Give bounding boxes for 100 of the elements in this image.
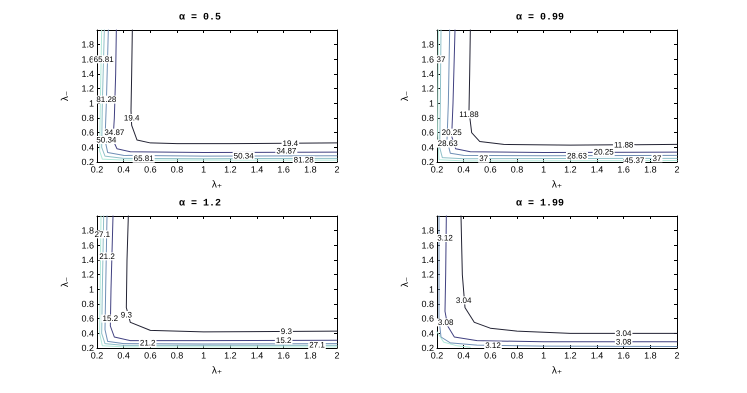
annotation: 37 [479, 154, 489, 164]
annotation: 15.2 [102, 314, 119, 324]
x-tick-label: 0.4 [117, 350, 130, 360]
x-axis-title: λ₊ [212, 366, 222, 376]
y-tick-label: 0.6 [81, 314, 94, 324]
annotation: 3.08 [616, 337, 632, 346]
x-tick-label: 0.6 [484, 164, 497, 174]
annotation: 50.34 [234, 151, 254, 160]
annotation: 21.2 [99, 252, 116, 261]
y-tick-label: 0.8 [81, 113, 94, 123]
annotation: 3.12 [437, 234, 454, 242]
y-tick-label: 1.4 [81, 255, 94, 265]
y-tick-label: 1.4 [421, 69, 434, 79]
x-tick-label: 1 [541, 164, 546, 174]
x-axis-title: λ₊ [552, 180, 562, 190]
y-tick-label: 0.4 [81, 142, 94, 152]
y-axis-title: λ₋ [60, 90, 72, 102]
y-tick-label: 1.8 [81, 226, 94, 236]
y-tick-label: 1.2 [421, 84, 434, 94]
x-tick-label: 1.8 [644, 350, 657, 360]
x-tick-label: 1.2 [224, 350, 237, 360]
y-tick-label: 1 [88, 98, 94, 108]
y-axis-title: λ₋ [400, 90, 412, 102]
x-axis-title: λ₊ [212, 180, 222, 190]
y-tick-label: 1.8 [421, 226, 434, 236]
y-tick-label: 0.2 [81, 157, 94, 167]
y-tick-label: 0.8 [421, 299, 434, 309]
annotation: 9.3 [280, 327, 292, 336]
annotation: 9.3 [120, 310, 132, 320]
y-tick-label: 0.4 [421, 142, 434, 152]
x-tick-label: 1.2 [224, 164, 237, 174]
annotation: 65.81 [94, 54, 114, 64]
y-tick-label: 1.2 [81, 270, 94, 280]
y-axis-title: λ₋ [60, 276, 72, 288]
x-tick-label: 0.4 [457, 350, 470, 360]
y-tick-label: 1.2 [81, 84, 94, 94]
x-tick-label: 2 [334, 350, 340, 360]
x-tick-label: 1 [201, 164, 206, 174]
x-tick-label: 1.4 [250, 350, 264, 360]
x-tick-label: 1.4 [590, 164, 604, 174]
annotation: 19.4 [124, 114, 140, 122]
y-tick-label: 1.6 [421, 240, 434, 250]
x-tick-label: 1.8 [304, 350, 317, 360]
x-tick-label: 1.8 [644, 164, 657, 174]
x-tick-label: 0.8 [170, 164, 184, 174]
annotation: 3.08 [438, 318, 454, 327]
annotation: 3.04 [616, 328, 632, 338]
x-tick-label: 1.6 [617, 164, 630, 174]
x-tick-label: 0.4 [457, 164, 470, 174]
annotation: 3.04 [456, 296, 472, 305]
x-tick-label: 0.6 [144, 164, 157, 174]
y-tick-label: 0.6 [421, 314, 434, 324]
y-tick-label: 0.2 [421, 157, 434, 167]
annotation: 20.25 [594, 148, 614, 157]
annotation: 28.63 [566, 151, 588, 160]
y-tick-label: 1.6 [81, 240, 94, 250]
annotation: 81.28 [294, 156, 314, 165]
annotation: 11.88 [614, 140, 634, 150]
annotation: 34.87 [104, 128, 125, 138]
y-tick-label: 0.2 [421, 343, 434, 353]
y-tick-label: 1.8 [421, 40, 434, 50]
y-tick-label: 0.6 [421, 128, 434, 138]
chart-title: α = 1.99 [516, 198, 564, 210]
chart-title: α = 0.5 [178, 12, 222, 24]
annotation: 11.88 [459, 110, 480, 119]
y-tick-label: 1 [428, 98, 434, 108]
x-tick-label: 0.8 [510, 164, 524, 174]
x-tick-label: 1.4 [590, 350, 604, 360]
x-tick-label: 1 [541, 350, 546, 360]
x-tick-label: 0.8 [510, 350, 524, 360]
annotation: 3.12 [485, 340, 502, 350]
y-tick-label: 1 [88, 284, 94, 294]
annotation: 20.25 [442, 128, 462, 138]
x-tick-label: 2 [334, 164, 340, 174]
chart-title: α = 0.99 [516, 12, 564, 24]
annotation: 28.63 [438, 139, 458, 148]
y-tick-label: 0.8 [81, 299, 94, 309]
x-tick-label: 1.8 [304, 164, 317, 174]
y-tick-label: 0.2 [81, 343, 94, 353]
x-tick-label: 2 [674, 350, 680, 360]
x-tick-label: 1.6 [617, 350, 630, 360]
y-tick-label: 1 [428, 284, 434, 294]
y-tick-label: 1.6 [421, 54, 434, 64]
annotation: 45.37 [624, 156, 645, 166]
annotation: 65.81 [134, 154, 154, 164]
x-tick-label: 0.8 [170, 350, 184, 360]
x-tick-label: 1.2 [564, 164, 577, 174]
annotation: 27.1 [309, 340, 326, 350]
annotation: 37 [652, 154, 662, 163]
x-tick-label: 1 [201, 350, 206, 360]
x-tick-label: 0.6 [144, 350, 157, 360]
y-tick-label: 1.4 [421, 255, 434, 265]
x-tick-label: 2 [674, 164, 680, 174]
x-tick-label: 1.2 [564, 350, 577, 360]
y-tick-label: 0.6 [81, 128, 94, 138]
x-tick-label: 1.6 [277, 164, 290, 174]
y-tick-label: 1.4 [81, 69, 94, 79]
annotation: 34.87 [276, 146, 297, 156]
annotation: 81.28 [96, 95, 117, 104]
y-tick-label: 1.2 [421, 270, 434, 280]
